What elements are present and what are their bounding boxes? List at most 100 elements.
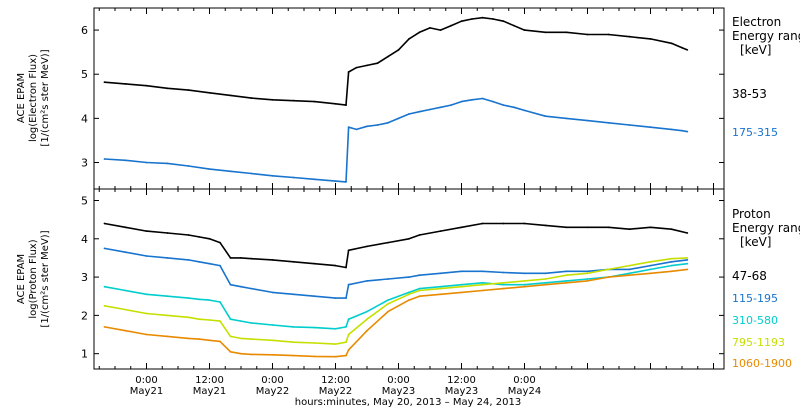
proton-series-1060-1900-point (103, 326, 106, 328)
proton-x-ticks (98, 189, 714, 369)
electron-series-38-53-point (544, 31, 547, 34)
proton-series-1060-1900-point (366, 329, 368, 332)
proton-series-47-68-line (104, 222, 688, 269)
proton-ytick-label: 3 (81, 271, 88, 284)
proton-series-47-68-point (418, 234, 421, 236)
proton-series-310-580-point (208, 299, 211, 301)
proton-series-310-580-point (523, 283, 526, 286)
proton-series-310-580-point (166, 295, 169, 298)
electron-plot-frame (93, 7, 725, 190)
proton-series-1060-1900-point (292, 354, 295, 357)
proton-series-795-1193-point (460, 285, 463, 288)
x-tick-time-label: 0:00 (135, 375, 157, 386)
proton-series-1060-1900-point (544, 283, 547, 286)
x-tick-date-label: May24 (508, 386, 541, 397)
electron-series-175-315-point (471, 98, 473, 101)
proton-series-795-1193-point (628, 264, 631, 267)
electron-series-38-53-point (292, 99, 295, 102)
proton-series-47-68-point (198, 236, 200, 238)
x-tick-time-label: 12:00 (321, 375, 350, 386)
proton-ytick-label: 2 (81, 309, 88, 322)
proton-series-310-580-point (250, 322, 253, 324)
proton-series-115-195-point (418, 274, 421, 277)
proton-series-310-580-point (387, 299, 389, 301)
electron-series-38-53-point (345, 104, 347, 106)
proton-series-310-580-point (481, 281, 484, 284)
electron-series-175-315-point (670, 128, 673, 131)
electron-series-38-53-point (366, 64, 368, 67)
proton-legend-title-3: [keV] (740, 235, 771, 249)
electron-series-38-53-point (124, 83, 127, 85)
proton-series-795-1193-point (229, 335, 232, 338)
electron-series-175-315-point (347, 126, 350, 129)
x-tick-time-label: 0:00 (387, 375, 409, 386)
electron-series-38-53-point (681, 46, 683, 49)
proton-series-115-195-point (628, 268, 631, 271)
legend-proton-115-195: 115-195 (732, 292, 778, 305)
electron-series-38-53-point (670, 42, 673, 45)
proton-series-1060-1900-point (607, 276, 610, 278)
proton-series-1060-1900-point (124, 329, 127, 332)
proton-series-47-68-point (313, 262, 316, 265)
electron-series-38-53-point (492, 18, 494, 20)
proton-series-795-1193-point (219, 320, 221, 322)
proton-series-310-580-point (292, 326, 295, 328)
proton-series-795-1193-point (439, 287, 442, 290)
electron-series-38-53-point (187, 89, 190, 91)
proton-series-795-1193-point (565, 274, 568, 277)
electron-series-38-53-point (397, 49, 400, 51)
legend-proton-310-580: 310-580 (732, 314, 778, 327)
x-tick-date-label: May22 (319, 386, 352, 397)
proton-series-47-68-point (686, 232, 689, 234)
electron-series-38-53-point (145, 84, 148, 87)
proton-series-115-195-point (670, 260, 673, 263)
electron-series-175-315-point (429, 108, 431, 111)
proton-series-795-1193-point (387, 303, 389, 305)
electron-series-38-53-point (208, 91, 211, 94)
proton-series-310-580-point (408, 291, 410, 294)
proton-series-47-68-point (124, 226, 127, 229)
proton-series-1060-1900-point (439, 293, 442, 296)
electron-series-175-315-point (513, 106, 515, 109)
proton-series-310-580-point (628, 272, 631, 275)
electron-series-175-315-point (502, 104, 505, 106)
electron-series-38-53-point (334, 102, 337, 105)
electron-series-38-53-point (429, 27, 431, 29)
proton-series-47-68-point (649, 226, 652, 229)
proton-series-115-195-point (229, 283, 232, 286)
proton-series-47-68-point (628, 228, 631, 231)
electron-series-38-53-point (271, 98, 274, 101)
electron-series-175-315-point (686, 130, 689, 133)
proton-series-795-1193-point (103, 304, 106, 307)
electron-series-38-53-point (166, 87, 169, 90)
proton-series-115-195-point (460, 270, 463, 273)
proton-series-310-580-point (271, 324, 274, 326)
x-tick-time-label: 0:00 (513, 375, 535, 386)
x-tick-date-label: May21 (130, 386, 163, 397)
proton-series-795-1193-point (607, 268, 610, 271)
proton-series-115-195-point (481, 270, 484, 273)
electron-series (103, 16, 689, 183)
electron-series-175-315-point (418, 110, 421, 113)
proton-series-115-195-point (439, 272, 442, 275)
electron-series-175-315-point (250, 172, 253, 175)
proton-series-47-68-point (345, 266, 347, 269)
electron-panel: ACE EPAM log(Electron Flux) [1/(cm²s ste… (16, 7, 800, 190)
proton-series-795-1193-point (347, 333, 350, 336)
proton-series-47-68-point (586, 226, 589, 229)
proton-series-115-195-point (313, 295, 316, 298)
proton-series-115-195-point (250, 287, 253, 290)
electron-series-38-53-point (418, 31, 421, 34)
proton-series-795-1193-point (418, 289, 421, 292)
proton-series-795-1193-point (670, 257, 673, 260)
electron-series-175-315-point (124, 159, 127, 162)
proton-series-310-580-point (649, 268, 652, 271)
proton-series-310-580-line (104, 262, 688, 330)
electron-ytick-label: 5 (81, 68, 88, 81)
electron-series-38-53-point (450, 24, 452, 27)
electron-series-38-53-point (355, 66, 358, 69)
electron-series-175-315-point (397, 117, 400, 120)
proton-series-795-1193-point (198, 318, 200, 321)
proton-series-795-1193-point (408, 293, 410, 296)
proton-series-47-68-point (240, 257, 242, 259)
